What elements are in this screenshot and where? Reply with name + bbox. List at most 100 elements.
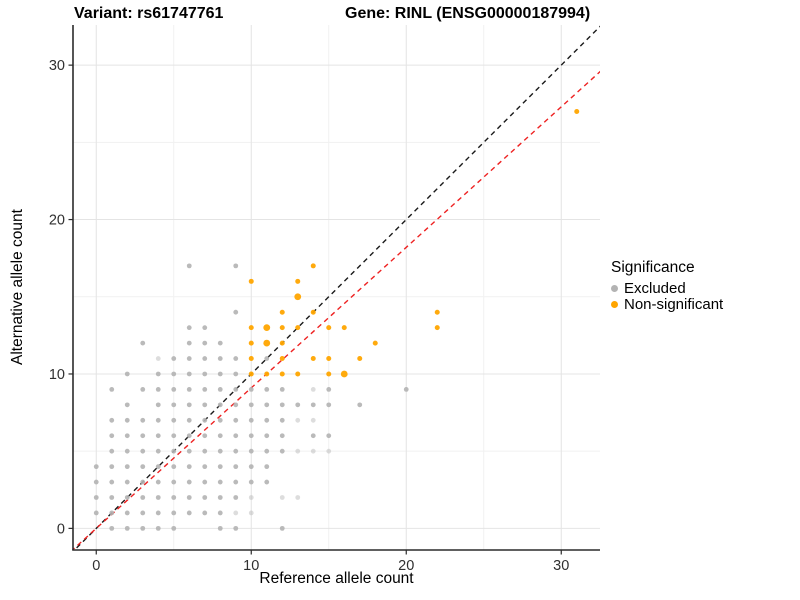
legend-item-nonsignificant: Non-significant: [611, 297, 723, 312]
nonsignificant-point: [295, 325, 301, 331]
excluded-point: [140, 510, 146, 516]
excluded-point: [124, 464, 130, 470]
excluded-point: [264, 448, 270, 454]
excluded-point: [217, 433, 223, 439]
nonsignificant-point: [434, 325, 440, 331]
plot-title-variant: Variant: rs61747761: [74, 5, 224, 22]
nonsignificant-swatch-icon: [611, 301, 618, 308]
excluded-point: [171, 433, 177, 439]
excluded-point: [264, 356, 270, 361]
excluded-point: [233, 448, 239, 454]
excluded-point: [279, 402, 285, 408]
excluded-point: [279, 448, 285, 454]
excluded-point: [217, 387, 223, 392]
axes: 0 10 20 30 0 10 20 30: [49, 25, 600, 574]
nonsignificant-point: [248, 356, 254, 362]
nonsignificant-point: [310, 356, 316, 362]
excluded-point: [109, 448, 115, 454]
excluded-point: [155, 356, 161, 361]
excluded-point: [186, 495, 192, 500]
legend-item-excluded: Excluded: [611, 281, 723, 296]
excluded-point: [326, 448, 332, 454]
nonsignificant-point: [248, 325, 254, 331]
excluded-point: [248, 387, 254, 392]
y-tick-label: 30: [49, 58, 65, 74]
excluded-point: [186, 464, 192, 470]
nonsignificant-point: [279, 356, 285, 362]
nonsignificant-point: [341, 325, 347, 331]
excluded-point: [171, 448, 177, 454]
nonsignificant-point: [295, 278, 301, 284]
excluded-point: [155, 371, 161, 377]
excluded-point: [217, 479, 223, 485]
excluded-point: [109, 525, 115, 531]
excluded-point: [202, 340, 208, 346]
nonsignificant-point: [279, 325, 285, 331]
excluded-point: [295, 402, 301, 408]
nonsignificant-point: [248, 340, 254, 346]
legend-title: Significance: [611, 259, 695, 276]
excluded-point: [140, 479, 146, 485]
excluded-point: [155, 464, 161, 470]
y-tick-label: 0: [57, 521, 65, 537]
x-tick-label: 30: [553, 558, 569, 574]
nonsignificant-point: [310, 263, 316, 269]
excluded-point: [124, 525, 130, 531]
y-tick-label: 20: [49, 213, 65, 229]
x-tick-label: 10: [243, 558, 259, 574]
excluded-point: [233, 387, 239, 392]
nonsignificant-point: [372, 340, 378, 346]
excluded-point: [202, 356, 208, 361]
excluded-point: [233, 510, 239, 516]
excluded-point: [171, 464, 177, 470]
expected-ratio-line: [73, 70, 600, 550]
excluded-point: [233, 433, 239, 439]
excluded-point: [140, 340, 146, 346]
excluded-point: [140, 495, 146, 500]
excluded-point: [140, 525, 146, 531]
excluded-point: [171, 402, 177, 408]
excluded-point: [248, 402, 254, 408]
excluded-point: [93, 479, 99, 485]
excluded-point: [186, 402, 192, 408]
excluded-point: [186, 387, 192, 392]
excluded-point: [186, 263, 192, 269]
excluded-point: [171, 356, 177, 361]
gridlines: [73, 25, 600, 550]
excluded-point: [171, 417, 177, 423]
excluded-point: [155, 417, 161, 423]
excluded-point: [171, 510, 177, 516]
excluded-point: [171, 495, 177, 500]
excluded-point: [264, 464, 270, 470]
excluded-point: [155, 479, 161, 485]
excluded-point: [264, 417, 270, 423]
excluded-point: [202, 417, 208, 423]
excluded-point: [202, 479, 208, 485]
legend: Significance Excluded Non-significant: [611, 259, 723, 313]
excluded-point: [186, 448, 192, 454]
excluded-point: [264, 402, 270, 408]
excluded-point: [202, 510, 208, 516]
x-tick-label: 20: [398, 558, 414, 574]
excluded-point: [186, 510, 192, 516]
excluded-point: [109, 479, 115, 485]
excluded-point: [264, 387, 270, 392]
excluded-point: [217, 402, 223, 408]
nonsignificant-point: [263, 324, 271, 332]
excluded-point: [202, 433, 208, 439]
excluded-point: [326, 387, 332, 392]
excluded-point: [93, 510, 99, 516]
excluded-point: [124, 371, 130, 377]
excluded-point: [202, 371, 208, 377]
excluded-point: [295, 448, 301, 454]
excluded-point: [248, 495, 254, 500]
excluded-point: [279, 495, 285, 500]
excluded-point: [295, 417, 301, 423]
excluded-point: [279, 387, 285, 392]
y-tick-label: 10: [49, 367, 65, 383]
excluded-point: [233, 371, 239, 377]
nonsignificant-point: [326, 325, 332, 331]
excluded-point: [124, 495, 130, 500]
